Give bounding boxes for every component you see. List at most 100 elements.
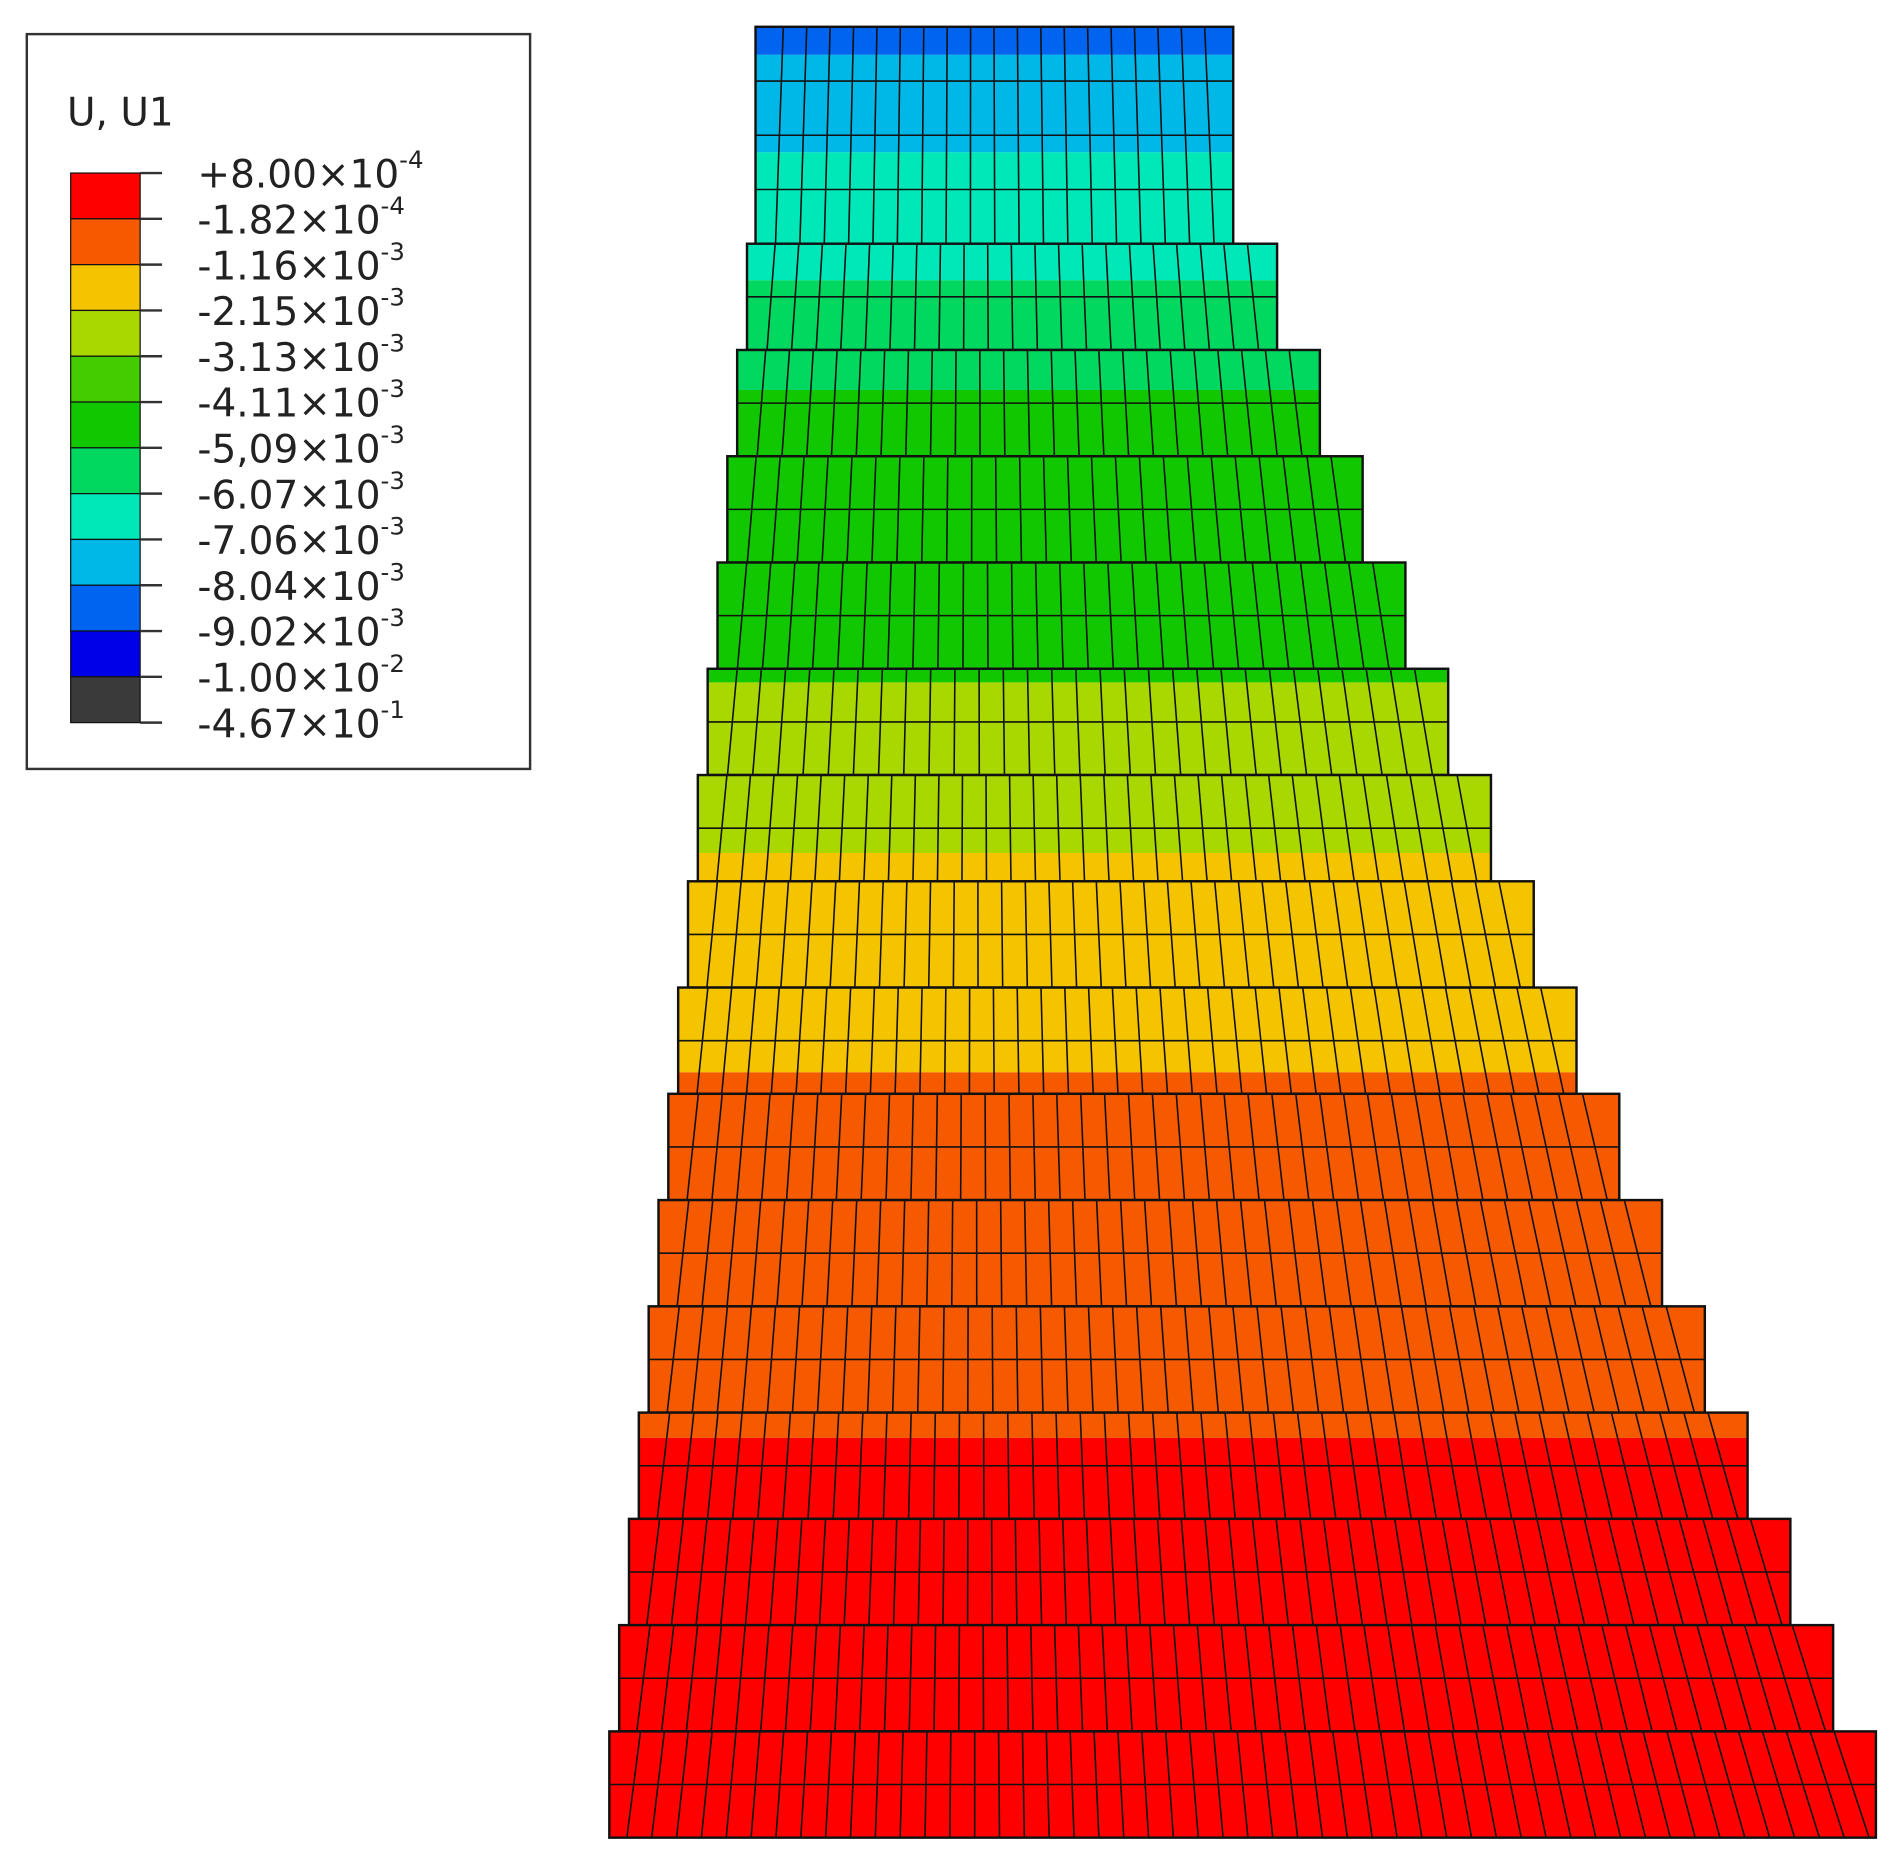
- mesh-line: [1014, 1518, 1018, 1626]
- mesh-line: [1414, 1093, 1434, 1201]
- mesh-line: [1171, 668, 1182, 776]
- legend-swatch: [70, 309, 141, 357]
- mesh-line: [1126, 774, 1135, 882]
- mesh-line: [1159, 987, 1169, 1094]
- mesh-line: [1291, 774, 1306, 882]
- mesh-line: [1002, 349, 1006, 457]
- mesh-line: [1410, 1624, 1431, 1732]
- mesh-line: [1232, 1306, 1245, 1413]
- mesh-line: [1767, 1624, 1802, 1732]
- mesh-line: [1833, 1731, 1870, 1838]
- mesh-line: [710, 1625, 723, 1732]
- mesh-line: [1390, 1093, 1410, 1201]
- mesh-line: [1365, 668, 1383, 776]
- mesh-line: [1409, 774, 1429, 882]
- mesh-line: [1175, 1412, 1186, 1519]
- mesh-line: [1678, 1518, 1709, 1626]
- legend-swatch: [70, 172, 141, 220]
- mesh-line: [1254, 987, 1268, 1094]
- mesh-line: [1320, 1412, 1337, 1519]
- mesh-line: [1299, 1518, 1314, 1626]
- mesh-line: [1148, 1625, 1158, 1732]
- mesh-line: [952, 881, 956, 988]
- mesh-line: [1006, 1625, 1010, 1732]
- mesh-line: [1472, 1306, 1495, 1413]
- mesh-line: [1085, 1518, 1092, 1626]
- mesh-line: [1427, 1731, 1448, 1838]
- mesh-line: [1355, 1731, 1373, 1838]
- legend-label-exponent: -3: [381, 466, 405, 495]
- mesh-line: [1123, 668, 1132, 776]
- mesh-line: [1400, 1306, 1420, 1413]
- mesh-line: [877, 668, 884, 776]
- mesh-line: [716, 774, 728, 882]
- mesh-line: [872, 26, 878, 244]
- mesh-line: [933, 1625, 937, 1732]
- contour-band: [697, 853, 1491, 882]
- mesh-line: [1347, 562, 1365, 669]
- mesh-line: [942, 1518, 945, 1626]
- mesh-line: [1040, 987, 1045, 1094]
- mesh-line: [1064, 987, 1070, 1094]
- mesh-line: [1562, 1412, 1588, 1520]
- mesh-line: [908, 1625, 913, 1732]
- mesh-line: [866, 1306, 873, 1413]
- legend-label-base: +8.00×10: [197, 153, 399, 198]
- mesh-line: [1247, 1093, 1260, 1201]
- mesh-line: [1516, 987, 1540, 1094]
- mesh-line: [1335, 1199, 1353, 1307]
- mesh-line: [1308, 881, 1324, 988]
- mesh-line: [636, 1625, 651, 1732]
- mesh-line: [1318, 1093, 1335, 1201]
- legend-label-base: -9.02×10: [197, 611, 380, 656]
- mesh-line: [1272, 1412, 1287, 1519]
- mesh-line: [990, 1518, 994, 1626]
- legend-label-exponent: -4: [381, 191, 405, 220]
- mesh-line: [1359, 1199, 1377, 1307]
- mesh-line: [1047, 1200, 1053, 1307]
- mesh-line: [786, 562, 796, 669]
- legend-swatch: [70, 676, 141, 724]
- mesh-line: [993, 26, 996, 244]
- legend-label-exponent: -3: [381, 237, 405, 266]
- mesh-line: [1618, 1731, 1647, 1838]
- legend-label: -6.07×10-3: [197, 466, 404, 518]
- mesh-line: [1342, 1093, 1360, 1201]
- mesh-line: [1403, 1731, 1423, 1838]
- mesh-line: [1162, 456, 1172, 563]
- mesh-line: [1586, 1412, 1614, 1520]
- mesh-line: [1251, 1518, 1265, 1626]
- mesh-line: [791, 1306, 801, 1413]
- mesh-line: [1369, 1412, 1387, 1519]
- mesh-line: [1220, 668, 1232, 776]
- mesh-line: [1427, 881, 1448, 988]
- mesh-line: [1610, 1412, 1639, 1520]
- mesh-line: [745, 987, 757, 1094]
- mesh-line: [760, 1093, 771, 1201]
- legend-swatch: [70, 630, 141, 678]
- mesh-line: [1002, 668, 1006, 776]
- mesh-line: [1111, 987, 1119, 1094]
- mesh-line: [1315, 1625, 1332, 1732]
- mesh-line: [1296, 1412, 1312, 1519]
- mesh-line: [1346, 1518, 1364, 1626]
- mesh-line: [851, 1200, 858, 1307]
- mesh-line: [1284, 1731, 1299, 1838]
- mesh-line: [1151, 1093, 1161, 1201]
- mesh-line: [1142, 881, 1152, 988]
- mesh-line: [835, 1093, 843, 1201]
- mesh-line: [741, 1306, 753, 1413]
- mesh-line: [1251, 562, 1265, 669]
- mesh-line: [1761, 1731, 1796, 1838]
- mesh-line: [844, 987, 852, 1094]
- mesh-line: [810, 1093, 819, 1201]
- mesh-line: [1034, 562, 1039, 669]
- mesh-line: [1551, 1199, 1577, 1307]
- mesh-line: [769, 1518, 779, 1626]
- legend-label: -9.02×10-3: [197, 603, 404, 655]
- mesh-line: [816, 1306, 825, 1413]
- mesh-line: [1417, 1518, 1438, 1626]
- mesh-line: [1702, 1518, 1734, 1626]
- mesh-line: [1363, 1625, 1381, 1732]
- mesh-line: [1244, 1625, 1257, 1732]
